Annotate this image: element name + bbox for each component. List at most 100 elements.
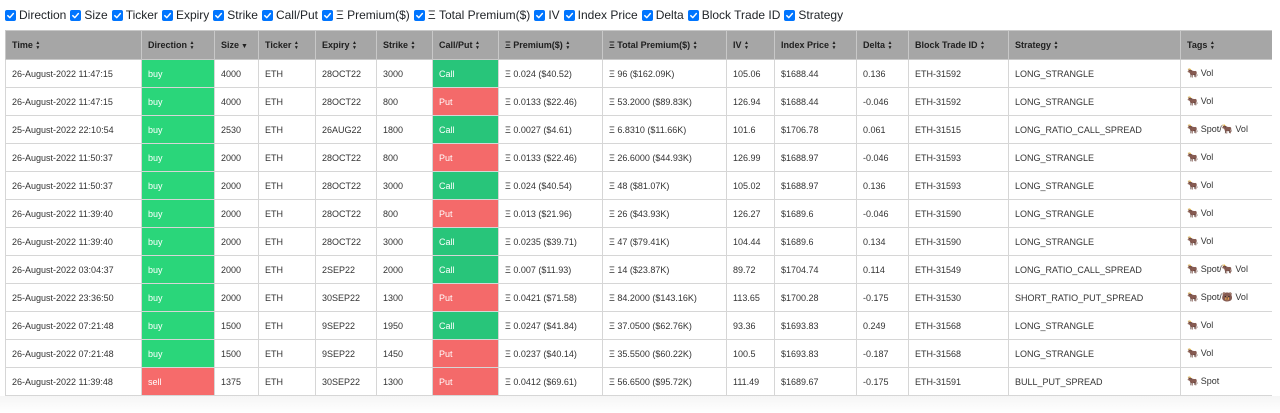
column-header-premium[interactable]: Ξ Premium($) ▲▼ (498, 30, 603, 60)
cell-block-trade-id: ETH-31568 (908, 339, 1009, 368)
column-header-size[interactable]: Size ▼ (214, 30, 259, 60)
checkbox-size[interactable] (70, 9, 82, 21)
table-row[interactable]: 26-August-2022 11:50:37 buy 2000 ETH 28OCT22… (5, 171, 1272, 200)
checkbox-block-trade-id[interactable] (687, 9, 699, 21)
toggle-iv[interactable]: IV (534, 8, 560, 22)
table-row[interactable]: 26-August-2022 11:39:40 buy 2000 ETH 28OCT22… (5, 199, 1272, 228)
cell-index-price: $1689.6 (774, 199, 857, 228)
sort-icon[interactable]: ▲▼ (1053, 40, 1060, 51)
cell-strategy: LONG_RATIO_CALL_SPREAD (1008, 115, 1181, 144)
table-row[interactable]: 26-August-2022 11:39:48 sell 1375 ETH 30SEP2… (5, 367, 1272, 396)
checkbox-premium[interactable] (322, 9, 333, 21)
column-header-direction[interactable]: Direction ▲▼ (141, 30, 215, 60)
column-header-strategy[interactable]: Strategy ▲▼ (1008, 30, 1181, 60)
sort-icon[interactable]: ▲▼ (351, 40, 358, 51)
column-header-ticker[interactable]: Ticker ▲▼ (258, 30, 316, 60)
column-header-iv[interactable]: IV ▲▼ (726, 30, 775, 60)
toggle-strategy[interactable]: Strategy (784, 8, 843, 22)
toggle-block-trade-id[interactable]: Block Trade ID (687, 8, 780, 22)
cell-tags: 🐂 Spot (1180, 367, 1272, 396)
table-row[interactable]: 26-August-2022 11:47:15 buy 4000 ETH 28OCT22… (5, 87, 1272, 116)
cell-direction: buy (141, 143, 215, 172)
sort-icon[interactable]: ▲▼ (887, 40, 894, 51)
checkbox-expiry[interactable] (161, 9, 173, 21)
toggle-direction[interactable]: Direction (5, 8, 66, 22)
sort-icon[interactable]: ▲▼ (474, 40, 481, 51)
column-header-call-put[interactable]: Call/Put ▲▼ (432, 30, 499, 60)
cell-premium: Ξ 0.0412 ($69.61) (498, 367, 603, 396)
cell-time: 26-August-2022 11:50:37 (5, 171, 142, 200)
toggle-call-put[interactable]: Call/Put (261, 8, 318, 22)
toggle-premium[interactable]: Ξ Premium($) (322, 8, 410, 22)
table-row[interactable]: 26-August-2022 07:21:48 buy 1500 ETH 9SEP22 1… (5, 339, 1272, 368)
column-header-index-price[interactable]: Index Price ▲▼ (774, 30, 857, 60)
table-row[interactable]: 25-August-2022 23:36:50 buy 2000 ETH 30SEP22… (5, 283, 1272, 312)
cell-call-put: Call (432, 115, 499, 144)
cell-direction: buy (141, 171, 215, 200)
checkbox-direction[interactable] (5, 9, 16, 21)
sort-icon[interactable]: ▲▼ (979, 40, 986, 51)
checkbox-iv[interactable] (534, 9, 546, 21)
cell-total-premium: Ξ 35.5500 ($60.22K) (602, 339, 727, 368)
table-row[interactable]: 26-August-2022 11:39:40 buy 2000 ETH 28OCT22… (5, 227, 1272, 256)
table-row[interactable]: 26-August-2022 03:04:37 buy 2000 ETH 2SEP22 2… (5, 255, 1272, 284)
table-header-row: Time ▲▼ Direction ▲▼ Size ▼ Ticker ▲▼ Expiry ▲▼ St… (5, 30, 1272, 60)
check-icon (786, 12, 794, 18)
column-header-time[interactable]: Time ▲▼ (5, 30, 142, 60)
cell-ticker: ETH (258, 115, 316, 144)
cell-strike: 1450 (376, 339, 433, 368)
sort-icon[interactable]: ▲▼ (564, 40, 571, 51)
cell-index-price: $1689.6 (774, 227, 857, 256)
toggle-expiry[interactable]: Expiry (161, 8, 209, 22)
cell-total-premium: Ξ 14 ($23.87K) (602, 255, 727, 284)
table-row[interactable]: 26-August-2022 11:47:15 buy 4000 ETH 28OCT22… (5, 59, 1272, 88)
checkbox-strategy[interactable] (784, 9, 796, 21)
sort-icon[interactable]: ▲▼ (692, 40, 699, 51)
column-header-label: Direction (148, 39, 188, 50)
toggle-index-price[interactable]: Index Price (563, 8, 638, 22)
cell-block-trade-id: ETH-31549 (908, 255, 1009, 284)
toggle-delta[interactable]: Delta (641, 8, 684, 22)
column-header-tags[interactable]: Tags ▲▼ (1180, 30, 1272, 60)
toggle-label: Size (84, 8, 108, 22)
toggle-strike[interactable]: Strike (213, 8, 258, 22)
toggle-label: Direction (19, 8, 67, 22)
cell-iv: 104.44 (726, 227, 775, 256)
cell-premium: Ξ 0.0237 ($40.14) (498, 339, 603, 368)
cell-ticker: ETH (258, 227, 316, 256)
table-row[interactable]: 25-August-2022 22:10:54 buy 2530 ETH 26AUG22… (5, 115, 1272, 144)
cell-direction: buy (141, 311, 215, 340)
toggle-ticker[interactable]: Ticker (111, 8, 158, 22)
cell-strike: 3000 (376, 171, 433, 200)
sort-icon[interactable]: ▲▼ (831, 40, 838, 51)
checkbox-index-price[interactable] (563, 9, 575, 21)
checkbox-delta[interactable] (641, 9, 653, 21)
sort-icon[interactable]: ▲▼ (1209, 40, 1216, 51)
checkbox-ticker[interactable] (111, 9, 123, 21)
toggle-label: Ξ Premium($) (336, 8, 410, 22)
column-header-delta[interactable]: Delta ▲▼ (856, 30, 909, 60)
table-row[interactable]: 26-August-2022 11:50:37 buy 2000 ETH 28OCT22… (5, 143, 1272, 172)
checkbox-call-put[interactable] (261, 9, 273, 21)
toggle-size[interactable]: Size (70, 8, 108, 22)
sort-icon[interactable]: ▲▼ (743, 40, 750, 51)
sort-desc-icon[interactable]: ▼ (241, 43, 248, 50)
checkbox-strike[interactable] (213, 9, 225, 21)
column-header-block-trade-id[interactable]: Block Trade ID ▲▼ (908, 30, 1009, 60)
column-header-strike[interactable]: Strike ▲▼ (376, 30, 433, 60)
sort-icon[interactable]: ▲▼ (410, 40, 417, 51)
sort-icon[interactable]: ▲▼ (34, 40, 41, 51)
cell-total-premium: Ξ 26.6000 ($44.93K) (602, 143, 727, 172)
table-row[interactable]: 26-August-2022 07:21:48 buy 1500 ETH 9SEP22 1… (5, 311, 1272, 340)
column-header-expiry[interactable]: Expiry ▲▼ (315, 30, 377, 60)
cell-premium: Ξ 0.0421 ($71.58) (498, 283, 603, 312)
sort-icon[interactable]: ▲▼ (293, 40, 300, 51)
cell-total-premium: Ξ 56.6500 ($95.72K) (602, 367, 727, 396)
sort-icon[interactable]: ▲▼ (189, 40, 196, 51)
cell-expiry: 30SEP22 (315, 283, 377, 312)
toggle-total-premium[interactable]: Ξ Total Premium($) (413, 8, 530, 22)
cell-call-put: Put (432, 367, 499, 396)
checkbox-total-premium[interactable] (413, 9, 425, 21)
cell-delta: -0.046 (856, 143, 909, 172)
column-header-total-premium[interactable]: Ξ Total Premium($) ▲▼ (602, 30, 727, 60)
